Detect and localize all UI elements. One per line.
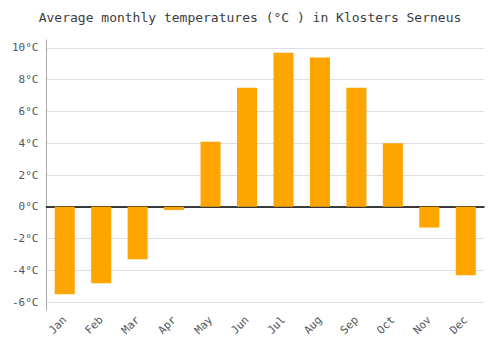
svg-text:Apr: Apr [155,313,178,336]
svg-text:Jul: Jul [265,314,288,337]
svg-text:-2°C: -2°C [12,232,39,245]
svg-text:Mar: Mar [119,313,142,336]
svg-text:-4°C: -4°C [12,264,39,277]
svg-text:Sep: Sep [338,314,361,337]
svg-text:Dec: Dec [447,314,470,337]
svg-text:4°C: 4°C [19,137,39,150]
svg-text:Average monthly temperatures (: Average monthly temperatures (°C ) in Kl… [39,10,462,25]
svg-text:Nov: Nov [411,313,434,336]
svg-text:10°C: 10°C [12,41,39,54]
svg-text:6°C: 6°C [19,105,39,118]
svg-text:2°C: 2°C [19,169,39,182]
svg-text:Oct: Oct [374,314,397,337]
svg-text:0°C: 0°C [19,200,39,213]
svg-text:Feb: Feb [83,314,106,337]
svg-text:Jun: Jun [228,314,251,337]
svg-text:-6°C: -6°C [12,296,39,309]
svg-text:Jan: Jan [46,314,69,337]
svg-text:Aug: Aug [301,314,324,337]
svg-text:8°C: 8°C [19,73,39,86]
svg-text:May: May [192,313,215,336]
